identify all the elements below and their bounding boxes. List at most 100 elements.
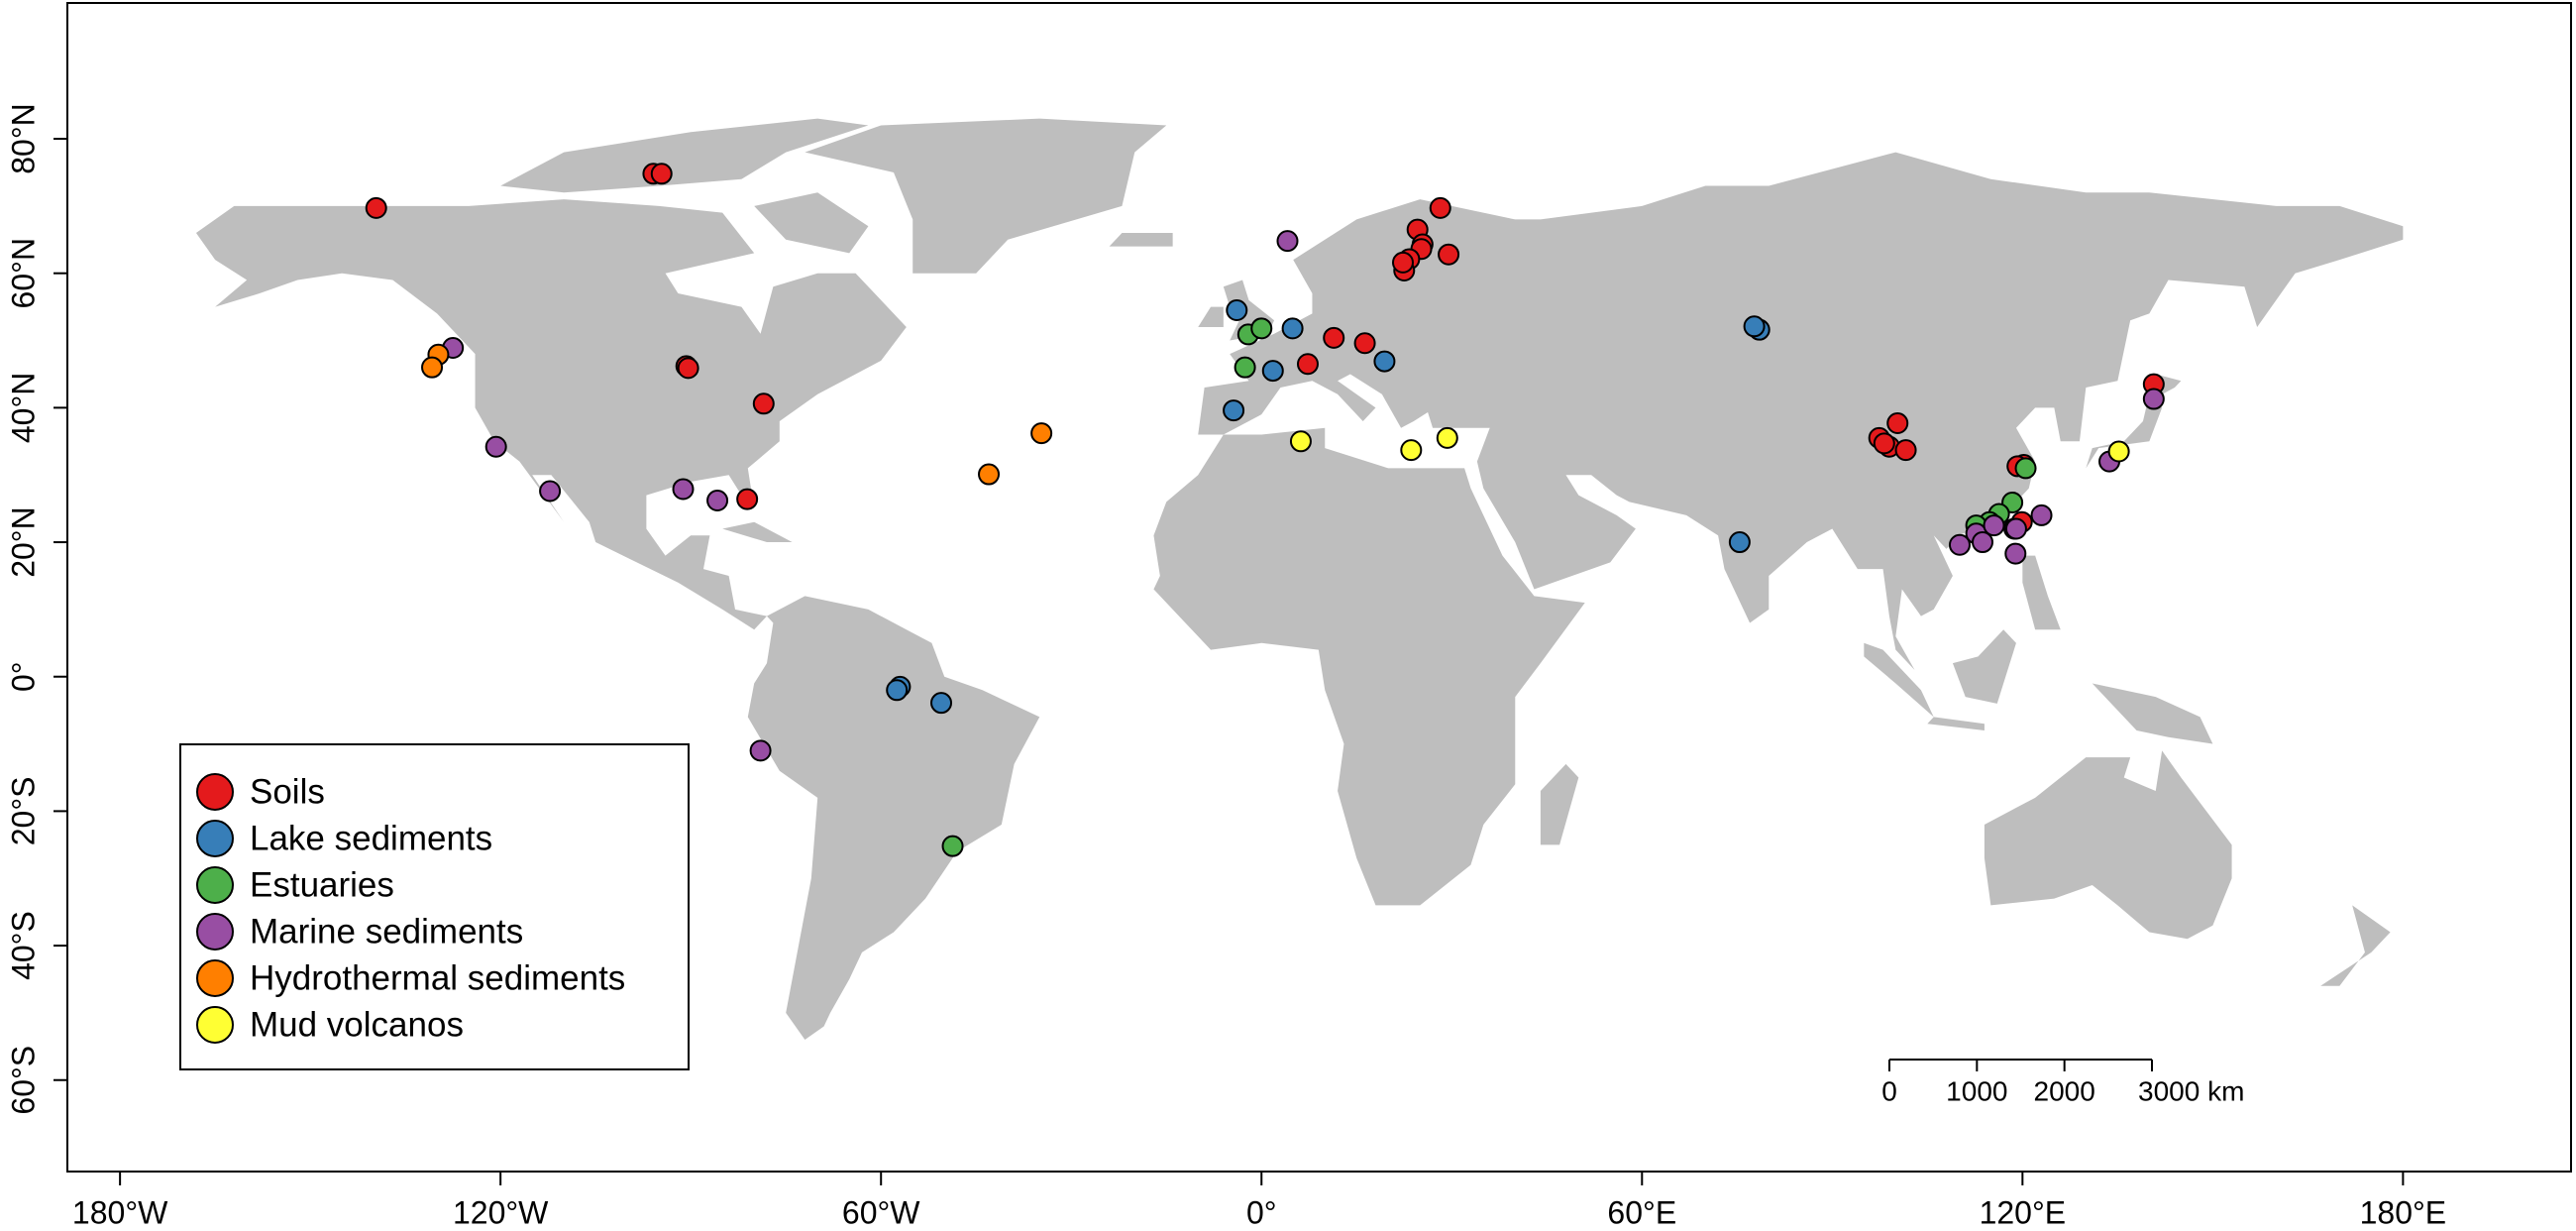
sample-point — [1894, 439, 1917, 462]
sample-point — [1400, 439, 1423, 462]
landmass — [722, 521, 793, 543]
scale-label: 1000 — [1946, 1075, 2007, 1106]
sample-point — [749, 739, 772, 762]
sample-point — [1323, 326, 1345, 349]
landmass — [1927, 717, 1985, 730]
sample-point — [1226, 299, 1248, 322]
landmass — [1864, 642, 1934, 718]
sample-point — [1436, 426, 1458, 449]
sample-point — [752, 392, 775, 415]
sample-point — [886, 679, 909, 702]
sample-point — [539, 480, 562, 503]
x-tick-label: 180°E — [2360, 1194, 2447, 1230]
sample-point — [1373, 350, 1396, 373]
sample-point — [1886, 411, 1909, 434]
landmass — [805, 118, 1167, 274]
legend-box — [179, 743, 690, 1070]
sample-point — [1391, 251, 1414, 274]
land — [195, 118, 2404, 1041]
sample-point — [1234, 356, 1256, 379]
legend-label: Mud volcanos — [250, 1005, 464, 1044]
sample-point — [1276, 230, 1299, 253]
plot-frame — [66, 2, 2572, 1173]
landmass — [2086, 374, 2182, 469]
legend-swatch — [196, 773, 234, 811]
landmass — [2022, 555, 2061, 630]
sample-point — [1948, 533, 1971, 556]
landmass — [1153, 427, 1585, 906]
landmass — [1540, 763, 1579, 845]
sample-point — [1972, 531, 1994, 554]
y-tick-label: 0° — [5, 661, 41, 692]
legend-swatch — [196, 913, 234, 951]
sample-point — [1281, 317, 1304, 340]
landmass — [754, 192, 869, 254]
landmass — [1198, 306, 1224, 327]
sample-point — [2107, 440, 2130, 463]
x-tick-label: 0° — [1246, 1194, 1277, 1230]
landmass — [1109, 233, 1173, 247]
sample-point — [365, 196, 387, 219]
landmass — [1952, 629, 2016, 704]
x-tick-label: 180°W — [72, 1194, 168, 1230]
sample-point — [484, 435, 507, 458]
sample-point — [1030, 422, 1053, 445]
landmass — [2320, 905, 2391, 986]
landmass — [747, 596, 1040, 1041]
sample-point — [1438, 243, 1460, 266]
legend-swatch — [196, 959, 234, 997]
y-tick-label: 60°N — [5, 238, 41, 309]
sample-point — [677, 357, 699, 380]
sample-point — [1250, 317, 1273, 340]
legend-label: Hydrothermal sediments — [250, 958, 625, 997]
sample-point — [1353, 332, 1376, 355]
sample-point — [2014, 457, 2037, 480]
landmass — [1198, 152, 2404, 670]
legend-label: Marine sediments — [250, 912, 523, 951]
sample-point — [421, 356, 444, 379]
landmass — [2092, 683, 2213, 744]
legend-label: Lake sediments — [250, 819, 492, 857]
sample-point — [2142, 388, 2165, 410]
sample-point — [978, 463, 1001, 486]
legend-label: Estuaries — [250, 865, 394, 904]
sample-point — [1743, 315, 1766, 338]
sample-point — [706, 489, 729, 511]
sample-point — [736, 488, 759, 510]
y-tick-label: 40°N — [5, 373, 41, 444]
sample-point — [2030, 504, 2053, 526]
sample-point — [1728, 531, 1751, 554]
y-tick-label: 20°S — [5, 777, 41, 846]
sample-point — [1983, 514, 2005, 537]
y-tick-label: 40°S — [5, 911, 41, 980]
scale-label: 3000 km — [2138, 1075, 2244, 1106]
legend-swatch — [196, 820, 234, 857]
sample-point — [2004, 517, 2027, 540]
y-tick-label: 80°N — [5, 103, 41, 174]
points — [365, 163, 2165, 857]
landmass — [500, 118, 869, 193]
legend-swatch — [196, 866, 234, 904]
scale-label: 2000 — [2034, 1075, 2095, 1106]
legend-label: Soils — [250, 772, 325, 811]
sample-point — [1873, 432, 1895, 455]
sample-point — [1261, 360, 1284, 383]
x-tick-label: 60°W — [842, 1194, 920, 1230]
landmass — [195, 199, 907, 630]
y-tick-label: 60°S — [5, 1046, 41, 1115]
sample-point — [1429, 196, 1451, 219]
sample-point — [2004, 542, 2027, 565]
sample-point — [650, 163, 673, 185]
x-tick-label: 120°W — [453, 1194, 549, 1230]
x-tick-label: 60°E — [1607, 1194, 1676, 1230]
y-tick-label: 20°N — [5, 506, 41, 578]
sample-point — [1289, 430, 1312, 453]
sample-point — [672, 478, 695, 501]
sample-point — [1296, 353, 1319, 376]
sample-point — [930, 692, 953, 715]
x-tick-label: 120°E — [1980, 1194, 2067, 1230]
legend-swatch — [196, 1006, 234, 1044]
scale-label: 0 — [1881, 1075, 1897, 1106]
sample-point — [1223, 399, 1245, 422]
